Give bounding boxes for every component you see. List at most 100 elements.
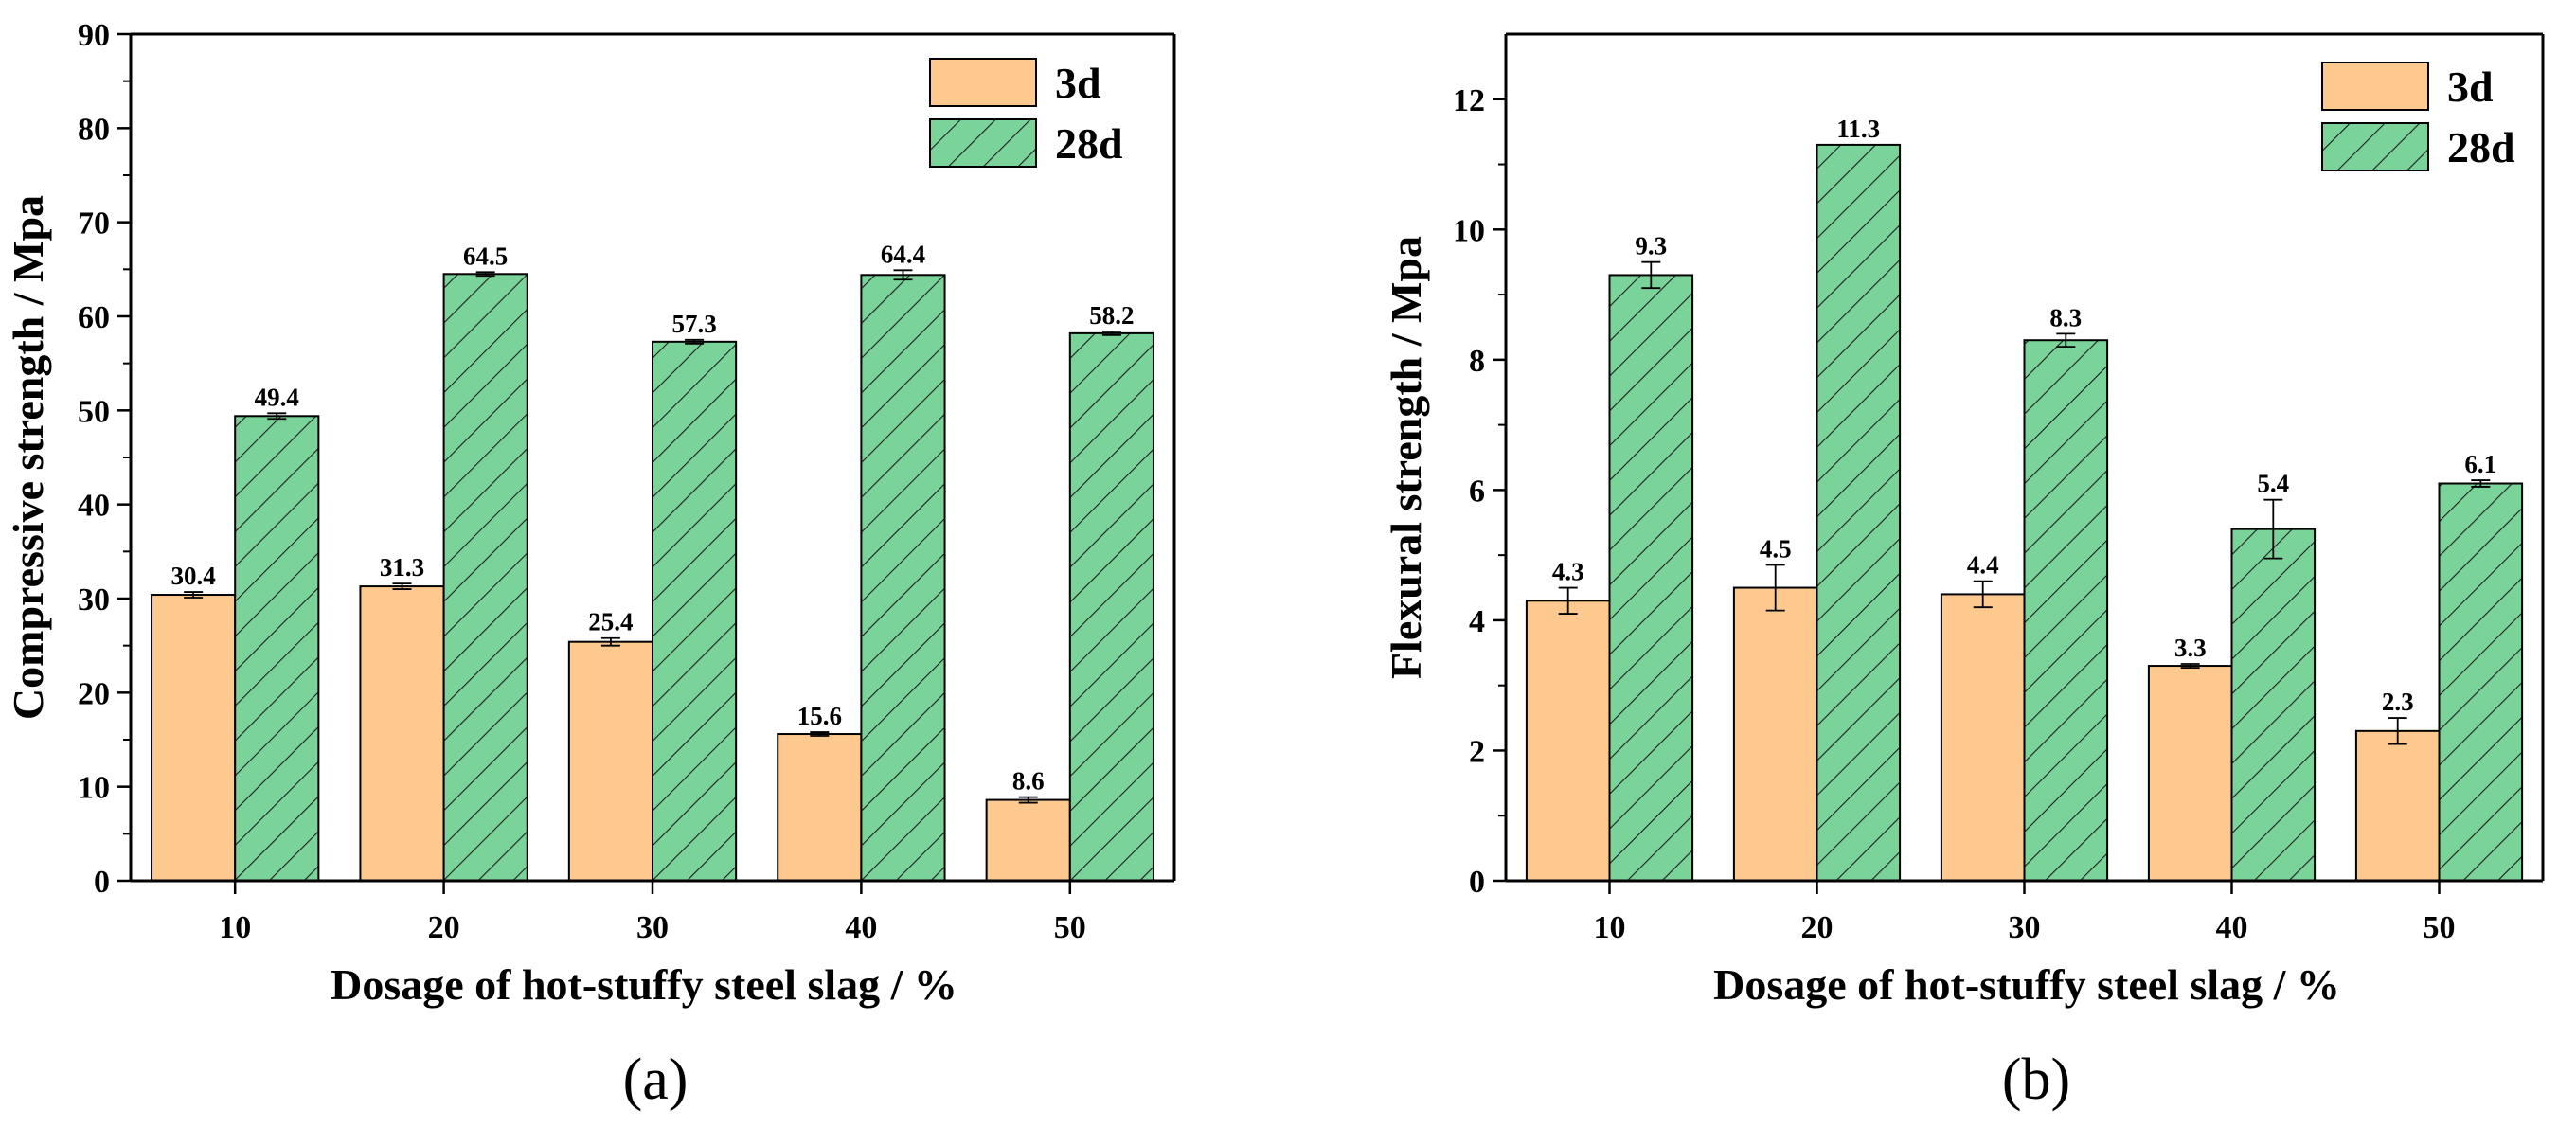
chart-1-bar-3d-50 [2354,729,2441,882]
chart-0-data-label: 49.4 [255,383,299,411]
chart-0-bar-3d-50 [985,798,1071,882]
chart-1-bar-28d-40 [2230,528,2317,883]
chart-0-error-bar-28d-50 [1101,330,1121,336]
chart-1-data-label: 2.3 [2382,688,2414,716]
chart-0-x-tick-label: 30 [636,910,669,945]
chart-1-bar-3d-40 [2147,665,2233,882]
chart-0-error-bar-28d-10 [267,412,287,421]
chart-0-bar-3d-20 [359,585,445,882]
chart-1-y-tick-label: 10 [1453,213,1485,248]
chart-1-data-label: 6.1 [2464,450,2496,478]
chart-1-x-tick-label: 20 [1801,910,1834,945]
chart-0-data-label: 58.2 [1089,301,1134,330]
chart-1-error-bar-28d-30 [2056,332,2076,348]
chart-0-panel-label: (a) [623,1047,689,1112]
chart-0-y-tick-label: 80 [78,112,110,147]
chart-0-legend-label-28d: 28d [1055,119,1123,168]
chart-1-x-tick-label: 50 [2424,910,2456,945]
chart-1-legend-swatch-3d [2321,62,2429,111]
flexural-strength-chart: 4.3 4.5 4.4 3.3 2.3 9.3 11.3 8.3 5.4 6.1 0 2 4 6 8 10 12… [1382,32,2545,1112]
chart-1-data-label: 4.4 [1967,551,1999,580]
chart-1-x-axis-title: Dosage of hot-stuffy steel slag / % [1713,960,2340,1009]
chart-1-data-label: 4.3 [1552,558,1584,586]
chart-1-data-label: 8.3 [2049,303,2082,331]
chart-1-y-tick-label: 2 [1469,734,1485,769]
chart-1-error-bar-3d-30 [1973,580,1993,609]
chart-1-error-bar-3d-10 [1558,586,1578,615]
chart-0-x-tick-label: 40 [845,910,877,945]
chart-1-data-label: 5.4 [2257,470,2289,498]
chart-1-legend-swatch-28d [2321,122,2429,171]
chart-1-bar-3d-10 [1525,600,1611,882]
chart-0-legend-label-3d: 3d [1055,59,1101,107]
chart-1-y-axis-title: Flexural strength / Mpa [1382,236,1430,679]
chart-1-data-label: 4.5 [1760,534,1792,563]
chart-0-error-bar-28d-20 [475,271,495,278]
chart-1-y-tick-label: 4 [1469,604,1485,639]
chart-0-error-bar-3d-10 [184,591,204,599]
chart-0-bar-28d-50 [1068,331,1154,882]
chart-1-data-label: 11.3 [1836,115,1880,143]
chart-1-data-label: 3.3 [2174,634,2207,662]
chart-1-panel-label: (b) [2002,1047,2070,1112]
chart-0-data-label: 30.4 [170,562,215,590]
chart-1-error-bar-3d-50 [2388,717,2407,745]
chart-1-bar-3d-30 [1940,593,2026,883]
chart-1-y-tick-label: 6 [1469,474,1485,509]
chart-0-y-axis-title: Compressive strength / Mpa [4,195,52,720]
chart-0-error-bar-28d-40 [893,269,913,281]
chart-1-error-bar-28d-40 [2263,498,2283,560]
chart-0-data-label: 31.3 [380,553,424,582]
chart-1-bar-3d-20 [1732,586,1818,882]
chart-0-bar-3d-10 [151,594,237,882]
chart-1-y-tick-label: 0 [1469,865,1485,900]
chart-0-y-tick-label: 70 [78,206,110,242]
chart-0-y-tick-label: 20 [78,676,110,711]
chart-1-legend-label-3d: 3d [2447,63,2494,111]
chart-0-y-tick-label: 60 [78,300,110,335]
chart-1-bar-28d-10 [1608,274,1694,882]
chart-1-x-tick-label: 30 [2009,910,2041,945]
chart-1-y-tick-label: 8 [1469,344,1485,379]
chart-0-data-label: 8.6 [1012,767,1045,796]
chart-1-bar-28d-50 [2438,482,2524,882]
chart-0-bar-3d-30 [567,640,654,883]
chart-1-error-bar-28d-10 [1641,260,1661,290]
chart-0-legend-swatch-3d [929,58,1037,107]
chart-0-bar-28d-30 [652,340,738,882]
chart-0-error-bar-3d-40 [810,731,830,737]
chart-0-y-tick-label: 0 [94,865,110,900]
chart-0-data-label: 15.6 [797,702,842,730]
chart-0-bar-28d-10 [234,415,320,882]
chart-0-data-label: 25.4 [588,608,633,636]
chart-0-x-tick-label: 10 [219,910,251,945]
chart-1-y-tick-label: 12 [1453,83,1485,118]
chart-0-bar-3d-40 [777,733,863,882]
compressive-strength-chart: 30.4 31.3 25.4 15.6 8.6 49.4 64.5 57.3 64.4 58.2 0… [4,18,1176,1112]
chart-0-error-bar-3d-30 [600,636,620,647]
chart-0-error-bar-3d-20 [392,582,412,590]
chart-1-legend-label-28d: 28d [2447,123,2515,171]
chart-0-bar-28d-40 [860,274,946,882]
chart-0-data-label: 64.4 [881,240,925,268]
chart-0-y-tick-label: 10 [78,771,110,806]
chart-1-error-bar-3d-40 [2180,663,2200,670]
chart-0-bar-28d-20 [442,273,528,882]
chart-0-y-tick-label: 40 [78,489,110,524]
chart-1-error-bar-3d-20 [1765,564,1785,612]
chart-1-bar-28d-30 [2023,339,2109,882]
chart-0-x-axis-title: Dosage of hot-stuffy steel slag / % [331,960,957,1009]
chart-1-bar-28d-20 [1816,143,1902,882]
chart-0-y-tick-label: 50 [78,394,110,429]
chart-1-x-tick-label: 10 [1594,910,1626,945]
chart-0-x-tick-label: 50 [1054,910,1086,945]
chart-0-error-bar-3d-50 [1018,796,1038,804]
chart-0-legend-swatch-28d [929,118,1037,168]
chart-1-error-bar-28d-50 [2471,479,2491,488]
chart-0-data-label: 57.3 [671,310,716,338]
chart-1-data-label: 9.3 [1635,232,1667,260]
chart-0-y-tick-label: 30 [78,582,110,618]
